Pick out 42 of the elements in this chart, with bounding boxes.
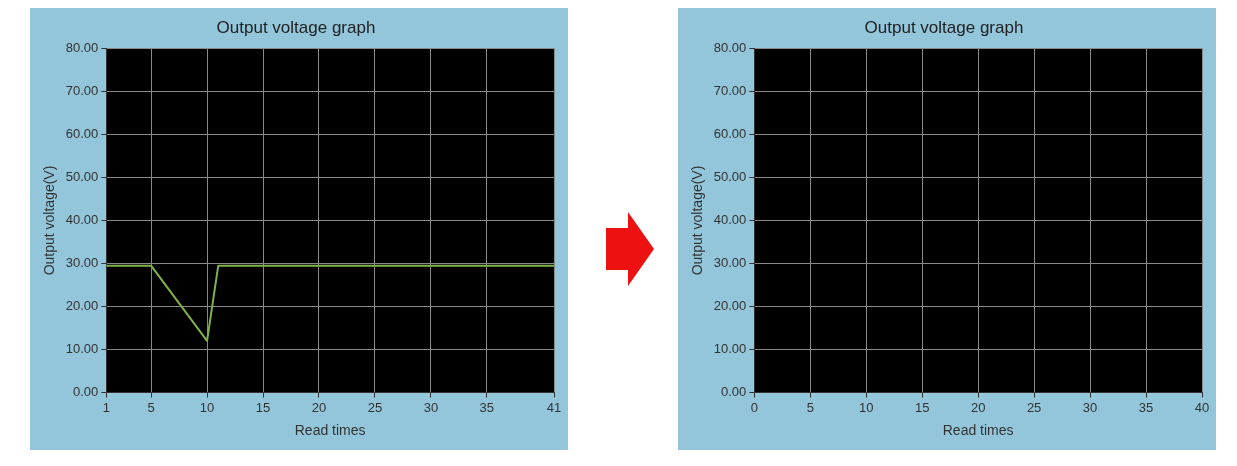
x-tick-label: 10 bbox=[199, 399, 215, 415]
x-tick-label: 25 bbox=[1026, 399, 1042, 415]
x-axis-title: Read times bbox=[294, 422, 366, 439]
y-tick-label: 80.00 bbox=[65, 39, 99, 55]
y-tick-label: 70.00 bbox=[713, 83, 747, 98]
y-tick-label: 0.00 bbox=[73, 384, 99, 400]
y-tick-label: 10.00 bbox=[713, 341, 747, 357]
y-tick-label: 80.00 bbox=[713, 39, 747, 55]
x-tick-label: 5 bbox=[806, 399, 814, 415]
x-tick-label: 1 bbox=[102, 399, 110, 415]
x-tick-label: 30 bbox=[423, 399, 439, 415]
y-tick-label: 40.00 bbox=[65, 212, 99, 228]
x-tick-label: 25 bbox=[367, 399, 383, 415]
y-tick-label: 40.00 bbox=[713, 212, 747, 228]
x-tick-label: 40 bbox=[1194, 399, 1210, 415]
y-tick-label: 20.00 bbox=[713, 298, 747, 314]
y-tick-label: 10.00 bbox=[65, 341, 99, 357]
chart-title: Output voltage graph bbox=[864, 17, 1024, 37]
y-tick-label: 50.00 bbox=[65, 169, 99, 185]
y-axis-title: Output voltage(V) bbox=[41, 165, 58, 276]
x-tick-label: 10 bbox=[859, 399, 874, 415]
y-axis-title: Output voltage(V) bbox=[689, 165, 706, 276]
y-tick-label: 50.00 bbox=[713, 169, 747, 185]
y-tick-label: 70.00 bbox=[65, 83, 99, 98]
x-tick-label: 0 bbox=[750, 399, 758, 415]
x-tick-label: 41 bbox=[546, 399, 562, 415]
x-tick-label: 15 bbox=[255, 399, 271, 415]
y-tick-label: 20.00 bbox=[65, 298, 99, 314]
y-tick-label: 30.00 bbox=[713, 255, 747, 271]
chart-title: Output voltage graph bbox=[216, 17, 376, 37]
x-tick-label: 20 bbox=[311, 399, 327, 415]
x-tick-label: 5 bbox=[147, 399, 155, 415]
x-tick-label: 35 bbox=[1138, 399, 1154, 415]
x-tick-label: 35 bbox=[479, 399, 495, 415]
x-tick-label: 15 bbox=[914, 399, 930, 415]
x-tick-label: 30 bbox=[1082, 399, 1098, 415]
x-axis-title: Read times bbox=[942, 422, 1014, 439]
y-tick-label: 0.00 bbox=[721, 384, 747, 400]
y-tick-label: 60.00 bbox=[65, 126, 99, 142]
x-tick-label: 20 bbox=[970, 399, 986, 415]
y-tick-label: 60.00 bbox=[713, 126, 747, 142]
y-tick-label: 30.00 bbox=[65, 255, 99, 271]
